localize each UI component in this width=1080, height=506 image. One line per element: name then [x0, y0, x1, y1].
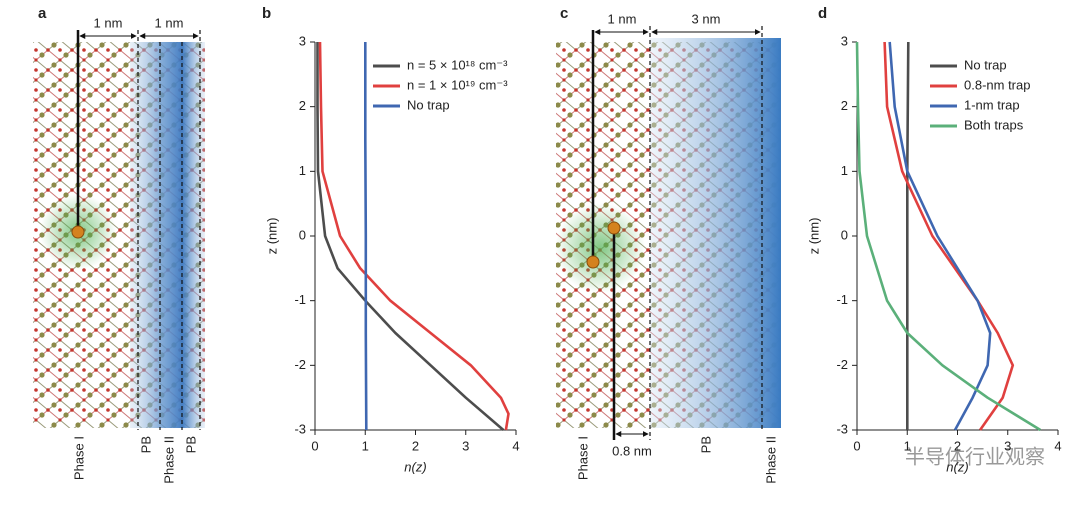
y-axis-label: z (nm)	[264, 218, 279, 255]
y-tick-label: -2	[294, 357, 306, 372]
legend-label: n = 1 × 10¹⁹ cm⁻³	[407, 77, 508, 92]
x-tick-label: 4	[512, 438, 519, 453]
x-axis-label: n(z)	[404, 459, 426, 474]
phase-label: Phase I	[575, 436, 590, 480]
boundaries	[649, 26, 763, 440]
x-tick-label: 4	[1054, 438, 1061, 453]
panel-label: d	[818, 5, 827, 22]
legend-label: 1-nm trap	[964, 97, 1020, 112]
y-tick-label: -3	[836, 421, 848, 436]
legend-label: n = 5 × 10¹⁸ cm⁻³	[407, 57, 508, 72]
panel-label: a	[38, 5, 47, 22]
x-tick-label: 0	[853, 438, 860, 453]
atom	[607, 221, 621, 235]
x-tick-label: 3	[462, 438, 469, 453]
line-series	[855, 41, 1042, 432]
phase-label: Phase I	[71, 436, 86, 480]
phase-label: Phase II	[763, 436, 778, 484]
y-axis-label: z (nm)	[806, 218, 821, 255]
legend-label: No trap	[407, 97, 450, 112]
phase-label: PB	[138, 436, 153, 453]
x-axis-label: n(z)	[946, 459, 968, 474]
watermark: 半导体行业观察	[905, 445, 1045, 468]
y-tick-label: -3	[294, 421, 306, 436]
dimension-label: 0.8 nm	[612, 443, 652, 458]
panel-label: b	[262, 5, 271, 22]
blue-region	[130, 42, 205, 428]
y-tick-label: 2	[299, 98, 306, 113]
x-tick-label: 1	[904, 438, 911, 453]
phase-label: Phase II	[161, 436, 176, 484]
y-tick-label: 1	[841, 163, 848, 178]
atom	[71, 225, 85, 239]
panel-label: c	[560, 5, 568, 22]
y-tick-label: -1	[836, 292, 848, 307]
x-tick-label: 3	[1004, 438, 1011, 453]
legend-label: 0.8-nm trap	[964, 77, 1030, 92]
line-series	[316, 42, 505, 431]
line-series	[318, 41, 510, 431]
dimension-label: 1 nm	[608, 11, 637, 26]
line-series	[364, 42, 368, 431]
dimension-label: 3 nm	[692, 11, 721, 26]
y-tick-label: 2	[841, 98, 848, 113]
dimension-label: 1 nm	[94, 15, 123, 30]
phase-label: PB	[183, 436, 198, 453]
x-tick-label: 2	[954, 438, 961, 453]
legend-label: No trap	[964, 57, 1007, 72]
x-tick-label: 0	[311, 438, 318, 453]
x-tick-label: 2	[412, 438, 419, 453]
y-tick-label: 3	[299, 33, 306, 48]
phase-label: PB	[698, 436, 713, 453]
y-tick-label: -2	[836, 357, 848, 372]
y-tick-label: 1	[299, 163, 306, 178]
y-tick-label: 0	[841, 227, 848, 242]
panel-a: a 1 nm 1 nm Phase I PB Phase II PB	[33, 5, 205, 484]
panel-c: c 1 nm 3 nm 0.8 nm Phase I PB Phase II	[555, 5, 781, 484]
x-tick-label: 1	[362, 438, 369, 453]
dimension-label: 1 nm	[155, 15, 184, 30]
y-tick-label: 3	[841, 33, 848, 48]
glow	[555, 203, 645, 293]
y-tick-label: 0	[299, 227, 306, 242]
line-series	[906, 41, 910, 430]
atom	[586, 255, 600, 269]
blue-region	[650, 38, 781, 428]
legend-label: Both traps	[964, 117, 1024, 132]
boundaries	[137, 30, 201, 430]
y-tick-label: -1	[294, 292, 306, 307]
line-series	[888, 41, 992, 431]
